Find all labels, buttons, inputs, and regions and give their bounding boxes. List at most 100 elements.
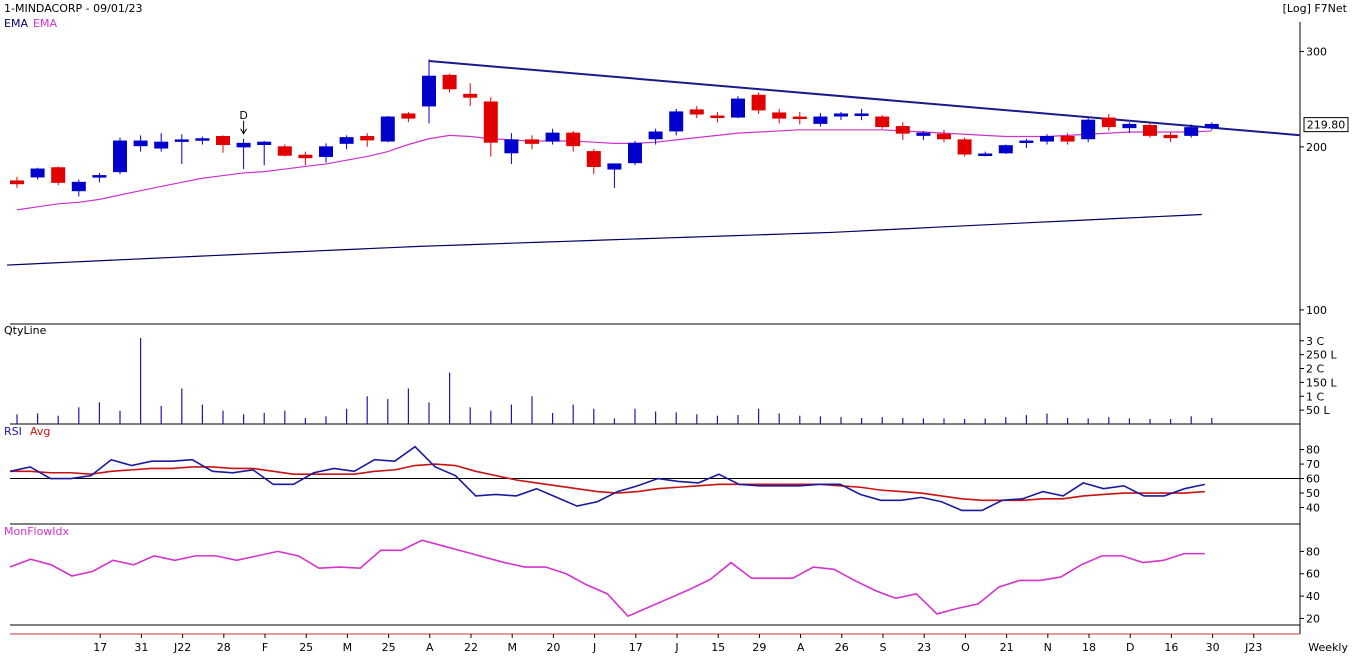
candle-body-7: [154, 141, 169, 149]
candle-body-14: [298, 154, 313, 159]
candle-body-57: [1184, 127, 1199, 136]
candle-body-35: [731, 98, 745, 118]
candle-body-23: [483, 101, 498, 143]
rsi-axis-50-label: 50: [1306, 487, 1320, 500]
candle-body-15: [319, 146, 333, 157]
candle-body-39: [813, 116, 828, 124]
mfi-axis-40-label: 40: [1306, 590, 1320, 603]
x-label-52: D: [1126, 641, 1134, 654]
volume-axis-150-label: 150 L: [1306, 376, 1337, 389]
candle-body-43: [895, 126, 910, 134]
x-label-4: 31: [134, 641, 148, 654]
candle-body-40: [834, 113, 848, 117]
x-label-44: O: [961, 641, 970, 654]
indicator-label-ema-2: EMA: [33, 17, 57, 30]
x-label-34: 29: [752, 641, 766, 654]
candle-body-44: [916, 132, 931, 136]
mfi-axis-60-label: 60: [1306, 568, 1320, 581]
candle-body-32: [669, 111, 684, 132]
candle-body-42: [875, 116, 890, 128]
candle-body-52: [1081, 119, 1096, 140]
candle-body-31: [648, 131, 663, 140]
x-label-32: 15: [711, 641, 725, 654]
candle-body-30: [628, 142, 642, 164]
candle-body-47: [978, 153, 993, 157]
x-label-20: 22: [464, 641, 478, 654]
candle-body-46: [957, 139, 972, 155]
candle-body-5: [113, 140, 127, 173]
rsi-axis-80-label: 80: [1306, 444, 1320, 457]
candle-body-36: [751, 94, 766, 111]
rsi-line: [9, 445, 1205, 512]
volume-axis-200-label: 2 C: [1306, 363, 1324, 376]
candle-body-37: [772, 112, 787, 119]
x-label-18: A: [426, 641, 434, 654]
candle-body-19: [401, 113, 416, 119]
price-pane: 300 200 100 D 219.80: [6, 45, 1349, 317]
candle-body-45: [937, 133, 951, 140]
candle-body-4: [92, 175, 107, 178]
mfi-axis-20-label: 20: [1306, 612, 1320, 625]
x-label-24: 20: [546, 641, 560, 654]
candle-body-48: [998, 145, 1013, 154]
rsi-axis-40-label: 40: [1306, 502, 1320, 515]
candle-body-50: [1040, 135, 1054, 142]
rsi-axis-70-label: 70: [1306, 458, 1320, 471]
candle-body-27: [566, 132, 581, 147]
candle-body-13: [277, 146, 292, 156]
volume-axis-50-label: 50 L: [1306, 404, 1330, 417]
x-label-12: 25: [299, 641, 313, 654]
x-label-46: 21: [1000, 641, 1014, 654]
x-label-2: 17: [93, 641, 107, 654]
x-label-8: 28: [217, 641, 231, 654]
candle-body-54: [1122, 123, 1137, 129]
x-label-48: N: [1044, 641, 1052, 654]
x-label-26: J: [592, 641, 596, 654]
candle-body-0: [10, 180, 24, 185]
indicator-label-ema-1: EMA: [4, 17, 28, 30]
chart-title: 1-MINDACORP - 09/01/23: [4, 2, 143, 15]
candle-body-24: [504, 139, 519, 154]
x-label-10: F: [262, 641, 268, 654]
candle-body-56: [1163, 134, 1178, 139]
price-axis-300-label: 300: [1306, 45, 1327, 58]
rsi-pane-title: RSI: [4, 425, 22, 438]
candle-body-11: [236, 142, 251, 148]
candle-body-2: [51, 167, 66, 183]
candle-body-21: [442, 74, 457, 90]
candle-body-10: [216, 135, 230, 146]
candle-body-33: [689, 109, 704, 115]
candle-body-12: [257, 141, 272, 146]
candle-body-51: [1060, 135, 1075, 142]
rsi-axis-60-label: 60: [1306, 473, 1320, 486]
scale-label: [Log] F7Net: [1283, 2, 1348, 15]
x-axis: 17 31 J22 28 F 25 M 25 A 22 M 20 J 17 J 15 29 A 26 S 23 O 21 N 1…: [93, 634, 1262, 654]
x-label-36: A: [797, 641, 805, 654]
candle-body-20: [422, 75, 436, 107]
candle-body-6: [133, 140, 148, 147]
candle-body-55: [1143, 124, 1157, 136]
mfi-axis-80-label: 80: [1306, 545, 1320, 558]
rsi-avg-pane-title: Avg: [30, 425, 50, 438]
candle-body-38: [792, 116, 807, 120]
x-label-22: M: [507, 641, 517, 654]
x-label-50: 18: [1082, 641, 1096, 654]
x-label-40: S: [880, 641, 887, 654]
volume-axis-300-label: 3 C: [1306, 335, 1324, 348]
qty-pane-title: QtyLine: [4, 324, 47, 337]
candle-body-58: [1204, 123, 1219, 129]
candle-body-8: [174, 139, 189, 142]
ema-fast-line: [16, 129, 1212, 211]
x-label-38: 26: [835, 641, 849, 654]
x-label-42: 23: [917, 641, 931, 654]
candle-body-26: [545, 132, 560, 142]
x-label-30: J: [674, 641, 678, 654]
candle-body-17: [360, 135, 375, 141]
candle-body-22: [463, 93, 478, 98]
x-label-14: M: [343, 641, 353, 654]
last-price-box: [1303, 117, 1349, 133]
x-label-28: 17: [629, 641, 643, 654]
candle-body-9: [195, 138, 210, 141]
candle-body-16: [339, 137, 354, 144]
